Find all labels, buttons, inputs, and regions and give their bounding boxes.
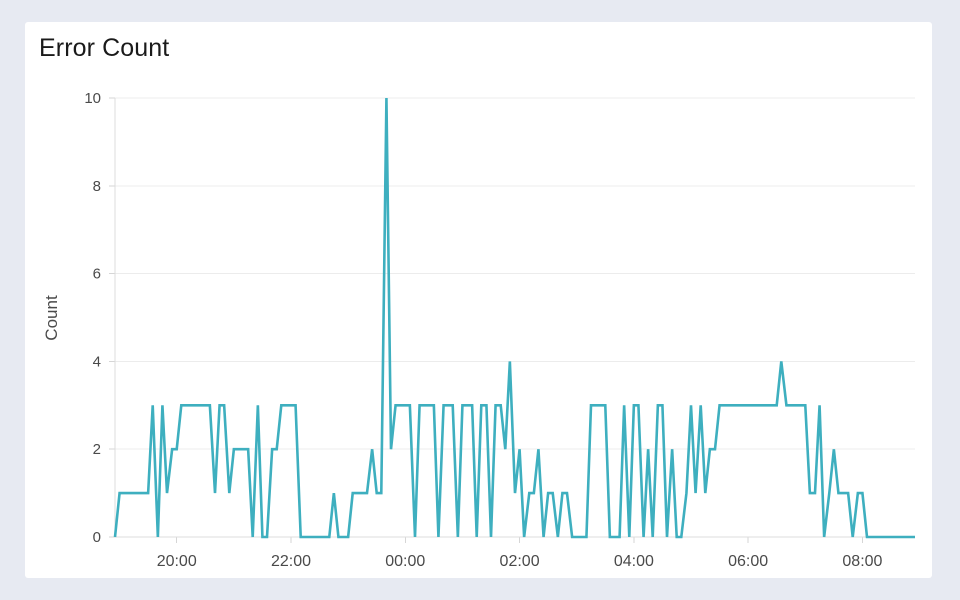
x-tick-label: 00:00 xyxy=(385,553,425,570)
y-tick-label: 10 xyxy=(84,90,101,107)
tick-marks xyxy=(109,97,863,543)
page-title: Error Count xyxy=(39,34,170,62)
line-chart: 0 2 4 6 8 10 20:00 22:00 00:00 02:00 04:00 06:00 08… xyxy=(42,90,915,570)
x-tick-label: 02:00 xyxy=(500,553,540,570)
series-line-error-count xyxy=(113,97,915,539)
x-tick-label: 08:00 xyxy=(842,553,882,570)
x-tick-label: 04:00 xyxy=(614,553,654,570)
x-tick-label: 20:00 xyxy=(157,553,197,570)
y-tick-label: 6 xyxy=(93,266,101,283)
x-tick-label: 22:00 xyxy=(271,553,311,570)
y-tick-label: 8 xyxy=(93,178,101,195)
x-tick-label: 06:00 xyxy=(728,553,768,570)
x-axis-tick-labels: 20:00 22:00 00:00 02:00 04:00 06:00 08:00 xyxy=(157,553,883,570)
gridlines xyxy=(115,97,915,450)
y-tick-label: 2 xyxy=(93,441,101,458)
y-axis-title: Count xyxy=(42,295,61,341)
chart-card: Error Count 0 2 4 6 8 10 20:00 22:00 00:00 02:00… xyxy=(25,22,932,578)
y-tick-label: 0 xyxy=(93,529,101,546)
y-axis-tick-labels: 0 2 4 6 8 10 xyxy=(84,90,101,546)
y-tick-label: 4 xyxy=(93,353,101,370)
